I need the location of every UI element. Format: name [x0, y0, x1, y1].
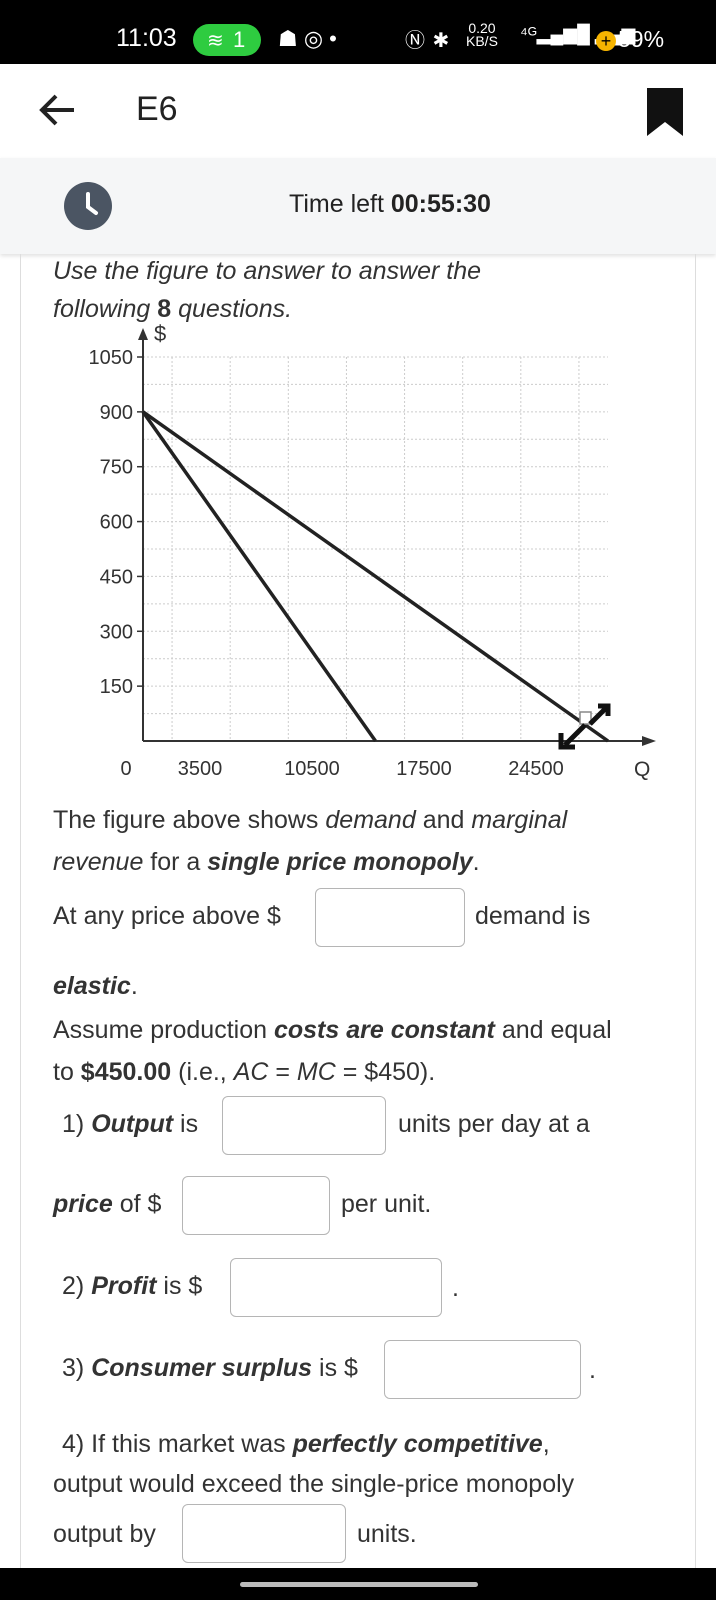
back-arrow-icon[interactable] — [34, 86, 82, 134]
x-tick-label: 10500 — [284, 758, 340, 780]
q1-price-label: price of $ — [53, 1190, 162, 1218]
hotspot-count: 1 — [233, 27, 246, 52]
battery: +59% — [596, 26, 664, 53]
marginal-revenue-line — [141, 410, 377, 743]
navigation-bar — [0, 1568, 716, 1600]
profit-input[interactable] — [230, 1258, 442, 1317]
description-line2: revenue for a single price monopoly. — [53, 848, 480, 876]
x-tick-label: 3500 — [178, 758, 223, 780]
notification-icons: ☗ ◎ • — [278, 26, 337, 51]
y-tick-label: 450 — [100, 566, 133, 588]
time-left: Time left 00:55:30 — [289, 190, 491, 218]
elastic-question: At any price above $ — [53, 902, 281, 930]
q3-period: . — [589, 1356, 596, 1384]
y-axis-label: $ — [154, 321, 166, 346]
chart-ticks: 1050 900 750 600 450 300 150 0 3500 10500 17500 245… — [89, 347, 564, 780]
battery-saver-icon: + — [596, 30, 616, 51]
chart-tool — [558, 703, 611, 750]
nfc-bluetooth-icons: Ⓝ ✱ — [405, 30, 451, 52]
x-axis-arrow — [642, 736, 656, 746]
hotspot-badge: ≋ 1 — [193, 24, 261, 56]
clock-icon — [64, 182, 112, 230]
chart-axes: $Q — [138, 321, 656, 781]
bookmark-icon[interactable] — [647, 88, 683, 136]
chart-grid — [143, 356, 608, 741]
q4-line2: output would exceed the single-price mon… — [53, 1470, 575, 1498]
q1-price-post-text: per unit. — [341, 1190, 432, 1218]
output-difference-input[interactable] — [182, 1504, 346, 1563]
home-indicator[interactable] — [240, 1582, 478, 1587]
q1-label: 1) Output is — [62, 1110, 199, 1138]
move-arrow-icon — [558, 723, 587, 750]
app-bar: E6 — [0, 64, 716, 158]
y-tick-label: 150 — [100, 676, 133, 698]
assumption-line1: Assume production costs are constant and… — [53, 1016, 612, 1044]
price-input[interactable] — [182, 1176, 330, 1235]
demand-line — [141, 410, 610, 743]
status-bar: 11:03 ≋ 1 ☗ ◎ • Ⓝ ✱ 0.20 KB/S ⁴ᴳ▂▄▆█ ▂▄▆ … — [0, 0, 716, 64]
q2-label: 2) Profit is $ — [62, 1272, 203, 1300]
elastic-post-text: demand is — [475, 902, 591, 930]
y-tick-label: 600 — [100, 512, 133, 534]
q1-post-text: units per day at a — [398, 1110, 590, 1138]
description-line1: The figure above shows demand and margin… — [53, 806, 568, 834]
y-tick-label: 900 — [100, 402, 133, 424]
y-axis-arrow — [138, 328, 148, 340]
page-title: E6 — [136, 90, 178, 128]
intro-text: Use the figure to answer to answer the f… — [53, 257, 482, 323]
x-axis-label: Q — [634, 758, 650, 781]
x-tick-label: 17500 — [396, 758, 452, 780]
q2-period: . — [452, 1274, 459, 1302]
y-tick-label: 1050 — [89, 347, 134, 369]
consumer-surplus-input[interactable] — [384, 1340, 581, 1399]
elastic-word: elastic. — [53, 972, 138, 1000]
x-tick-label: 24500 — [508, 758, 564, 780]
resize-arrow-icon — [588, 703, 611, 726]
q4-line1: 4) If this market was perfectly competit… — [62, 1430, 550, 1458]
elastic-price-input[interactable] — [315, 888, 465, 947]
chart-series — [141, 410, 610, 743]
network-speed: 0.20 KB/S — [466, 20, 498, 49]
timer-bar: Time left 00:55:30 — [0, 158, 716, 254]
hotspot-icon: ≋ — [207, 30, 224, 52]
assumption-line2: to $450.00 (i.e., AC = MC = $450). — [53, 1058, 436, 1086]
draw-handle-icon — [579, 711, 592, 725]
q4-post-text: units. — [357, 1520, 417, 1548]
y-tick-label: 750 — [100, 457, 133, 479]
x-tick-label: 0 — [120, 758, 131, 780]
y-tick-label: 300 — [100, 621, 133, 643]
q3-label: 3) Consumer surplus is $ — [62, 1354, 358, 1382]
q4-line3: output by — [53, 1520, 156, 1548]
status-time: 11:03 — [116, 24, 177, 52]
output-input[interactable] — [222, 1096, 386, 1155]
